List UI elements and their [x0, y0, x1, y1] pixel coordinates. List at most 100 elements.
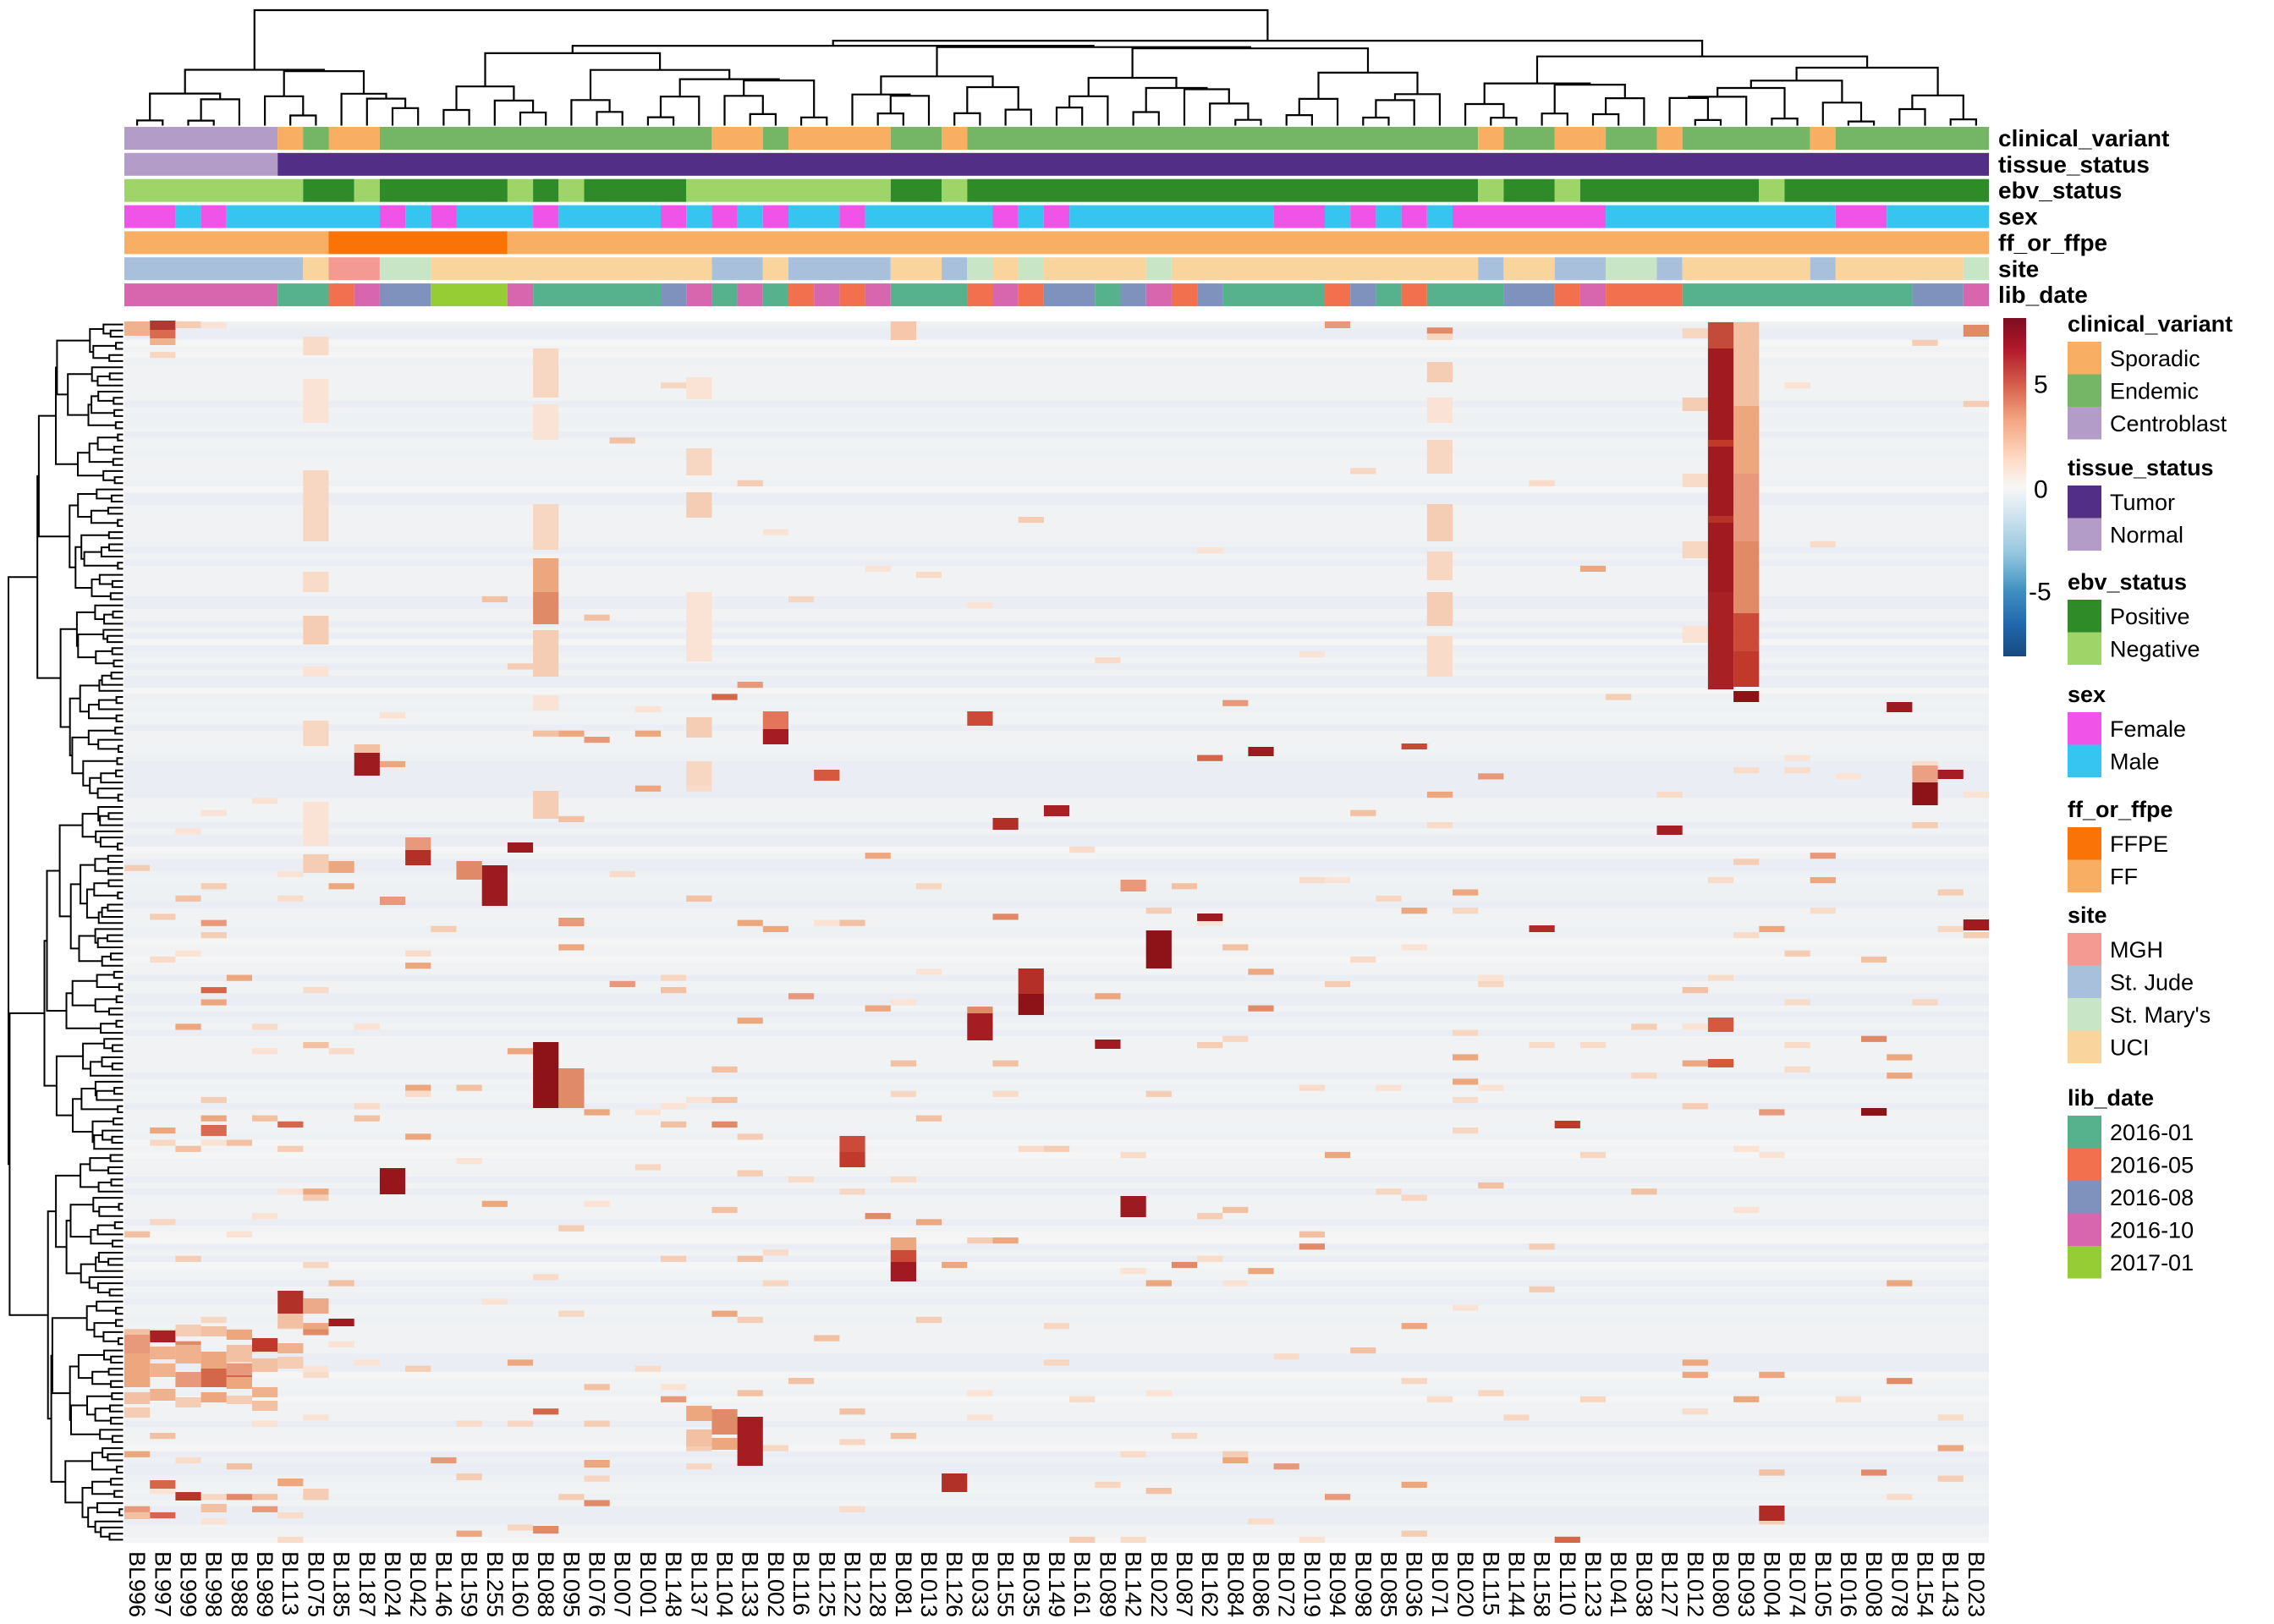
svg-text:BL023: BL023: [1964, 1551, 1989, 1617]
svg-text:2016-05: 2016-05: [2110, 1153, 2194, 1178]
svg-text:BL996: BL996: [124, 1551, 150, 1617]
svg-text:Female: Female: [2110, 716, 2186, 742]
svg-text:lib_date: lib_date: [2068, 1085, 2154, 1111]
svg-text:FF: FF: [2110, 864, 2138, 890]
svg-text:BL158: BL158: [1530, 1551, 1555, 1617]
svg-text:BL080: BL080: [1708, 1551, 1733, 1617]
svg-text:BL988: BL988: [227, 1551, 252, 1617]
svg-text:2016-01: 2016-01: [2110, 1120, 2194, 1145]
svg-text:BL085: BL085: [1376, 1551, 1402, 1617]
svg-text:BL016: BL016: [1836, 1551, 1861, 1617]
svg-text:St. Jude: St. Jude: [2110, 970, 2194, 996]
svg-text:BL104: BL104: [712, 1551, 738, 1617]
svg-text:BL093: BL093: [1733, 1551, 1759, 1617]
svg-text:BL087: BL087: [1172, 1551, 1197, 1617]
svg-text:Sporadic: Sporadic: [2110, 346, 2200, 371]
svg-text:BL149: BL149: [1044, 1551, 1069, 1617]
svg-text:2016-08: 2016-08: [2110, 1185, 2194, 1210]
svg-text:BL086: BL086: [1249, 1551, 1274, 1617]
svg-text:site: site: [2068, 903, 2107, 928]
svg-text:BL081: BL081: [891, 1551, 916, 1617]
svg-text:BL110: BL110: [1555, 1551, 1580, 1616]
svg-text:BL128: BL128: [865, 1551, 891, 1617]
svg-text:FFPE: FFPE: [2110, 831, 2168, 857]
svg-text:BL989: BL989: [252, 1551, 277, 1617]
svg-text:BL013: BL013: [916, 1551, 942, 1617]
svg-text:BL072: BL072: [1274, 1551, 1299, 1617]
svg-text:BL004: BL004: [1759, 1551, 1784, 1617]
svg-text:-5: -5: [2029, 579, 2052, 606]
svg-text:Positive: Positive: [2110, 604, 2190, 629]
svg-text:St. Mary's: St. Mary's: [2110, 1002, 2211, 1028]
svg-text:BL144: BL144: [1504, 1551, 1530, 1617]
svg-text:BL255: BL255: [482, 1551, 508, 1617]
svg-text:BL038: BL038: [1631, 1551, 1656, 1617]
svg-text:BL084: BL084: [1222, 1551, 1248, 1617]
svg-text:Negative: Negative: [2110, 637, 2200, 662]
svg-text:tissue_status: tissue_status: [1998, 151, 2150, 178]
svg-text:BL019: BL019: [1299, 1551, 1325, 1617]
svg-text:BL999: BL999: [176, 1551, 201, 1617]
svg-text:lib_date: lib_date: [1998, 282, 2088, 308]
svg-text:BL137: BL137: [686, 1551, 711, 1617]
svg-text:BL022: BL022: [1146, 1551, 1172, 1617]
svg-text:BL123: BL123: [1580, 1551, 1606, 1617]
svg-text:BL020: BL020: [1453, 1551, 1478, 1617]
svg-text:BL187: BL187: [354, 1551, 380, 1617]
svg-text:2017-01: 2017-01: [2110, 1250, 2194, 1276]
svg-text:BL041: BL041: [1606, 1551, 1631, 1617]
svg-text:BL012: BL012: [1683, 1551, 1708, 1617]
svg-text:clinical_variant: clinical_variant: [2068, 311, 2233, 337]
svg-text:BL148: BL148: [661, 1551, 686, 1617]
svg-text:BL075: BL075: [303, 1551, 328, 1617]
svg-text:BL160: BL160: [508, 1551, 533, 1617]
svg-text:BL078: BL078: [1887, 1551, 1912, 1617]
svg-text:BL076: BL076: [585, 1551, 610, 1617]
svg-text:BL122: BL122: [840, 1551, 865, 1617]
svg-text:Tumor: Tumor: [2110, 490, 2175, 515]
svg-text:ebv_status: ebv_status: [2068, 569, 2187, 595]
svg-text:ebv_status: ebv_status: [1998, 178, 2122, 204]
svg-text:5: 5: [2034, 371, 2048, 399]
svg-text:BL105: BL105: [1810, 1551, 1836, 1617]
svg-text:Normal: Normal: [2110, 523, 2183, 548]
svg-text:BL126: BL126: [942, 1551, 967, 1617]
svg-text:BL094: BL094: [1325, 1551, 1350, 1617]
svg-text:MGH: MGH: [2110, 937, 2163, 963]
svg-text:UCI: UCI: [2110, 1035, 2150, 1061]
svg-text:Endemic: Endemic: [2110, 379, 2199, 404]
svg-text:BL161: BL161: [1069, 1551, 1095, 1617]
svg-text:tissue_status: tissue_status: [2068, 455, 2214, 480]
svg-text:BL155: BL155: [993, 1551, 1019, 1617]
svg-text:BL071: BL071: [1427, 1551, 1453, 1617]
svg-text:Male: Male: [2110, 749, 2160, 775]
svg-text:BL146: BL146: [431, 1551, 456, 1617]
svg-text:BL074: BL074: [1785, 1551, 1810, 1617]
svg-text:BL162: BL162: [1197, 1551, 1222, 1617]
svg-text:BL113: BL113: [277, 1551, 303, 1616]
svg-text:BL035: BL035: [1019, 1551, 1044, 1617]
svg-text:BL008: BL008: [1861, 1551, 1887, 1617]
svg-text:BL143: BL143: [1938, 1551, 1964, 1617]
svg-text:BL007: BL007: [610, 1551, 635, 1617]
svg-text:BL001: BL001: [635, 1551, 661, 1617]
svg-text:BL098: BL098: [1350, 1551, 1376, 1617]
svg-text:BL115: BL115: [1478, 1551, 1503, 1616]
svg-text:ff_or_ffpe: ff_or_ffpe: [2068, 797, 2173, 822]
svg-text:site: site: [1998, 255, 2039, 282]
svg-text:BL125: BL125: [814, 1551, 839, 1617]
svg-text:BL997: BL997: [150, 1551, 175, 1617]
svg-text:2016-10: 2016-10: [2110, 1218, 2194, 1243]
svg-text:BL142: BL142: [1121, 1551, 1146, 1617]
svg-text:clinical_variant: clinical_variant: [1998, 125, 2169, 151]
svg-text:0: 0: [2034, 476, 2048, 504]
svg-text:BL033: BL033: [967, 1551, 992, 1617]
svg-text:BL159: BL159: [457, 1551, 482, 1617]
svg-text:BL042: BL042: [405, 1551, 431, 1617]
svg-text:BL088: BL088: [533, 1551, 558, 1617]
svg-text:BL024: BL024: [380, 1551, 405, 1617]
svg-text:sex: sex: [2068, 682, 2106, 707]
svg-text:BL133: BL133: [738, 1551, 763, 1617]
svg-text:BL127: BL127: [1657, 1551, 1683, 1617]
svg-text:ff_or_ffpe: ff_or_ffpe: [1998, 229, 2107, 255]
